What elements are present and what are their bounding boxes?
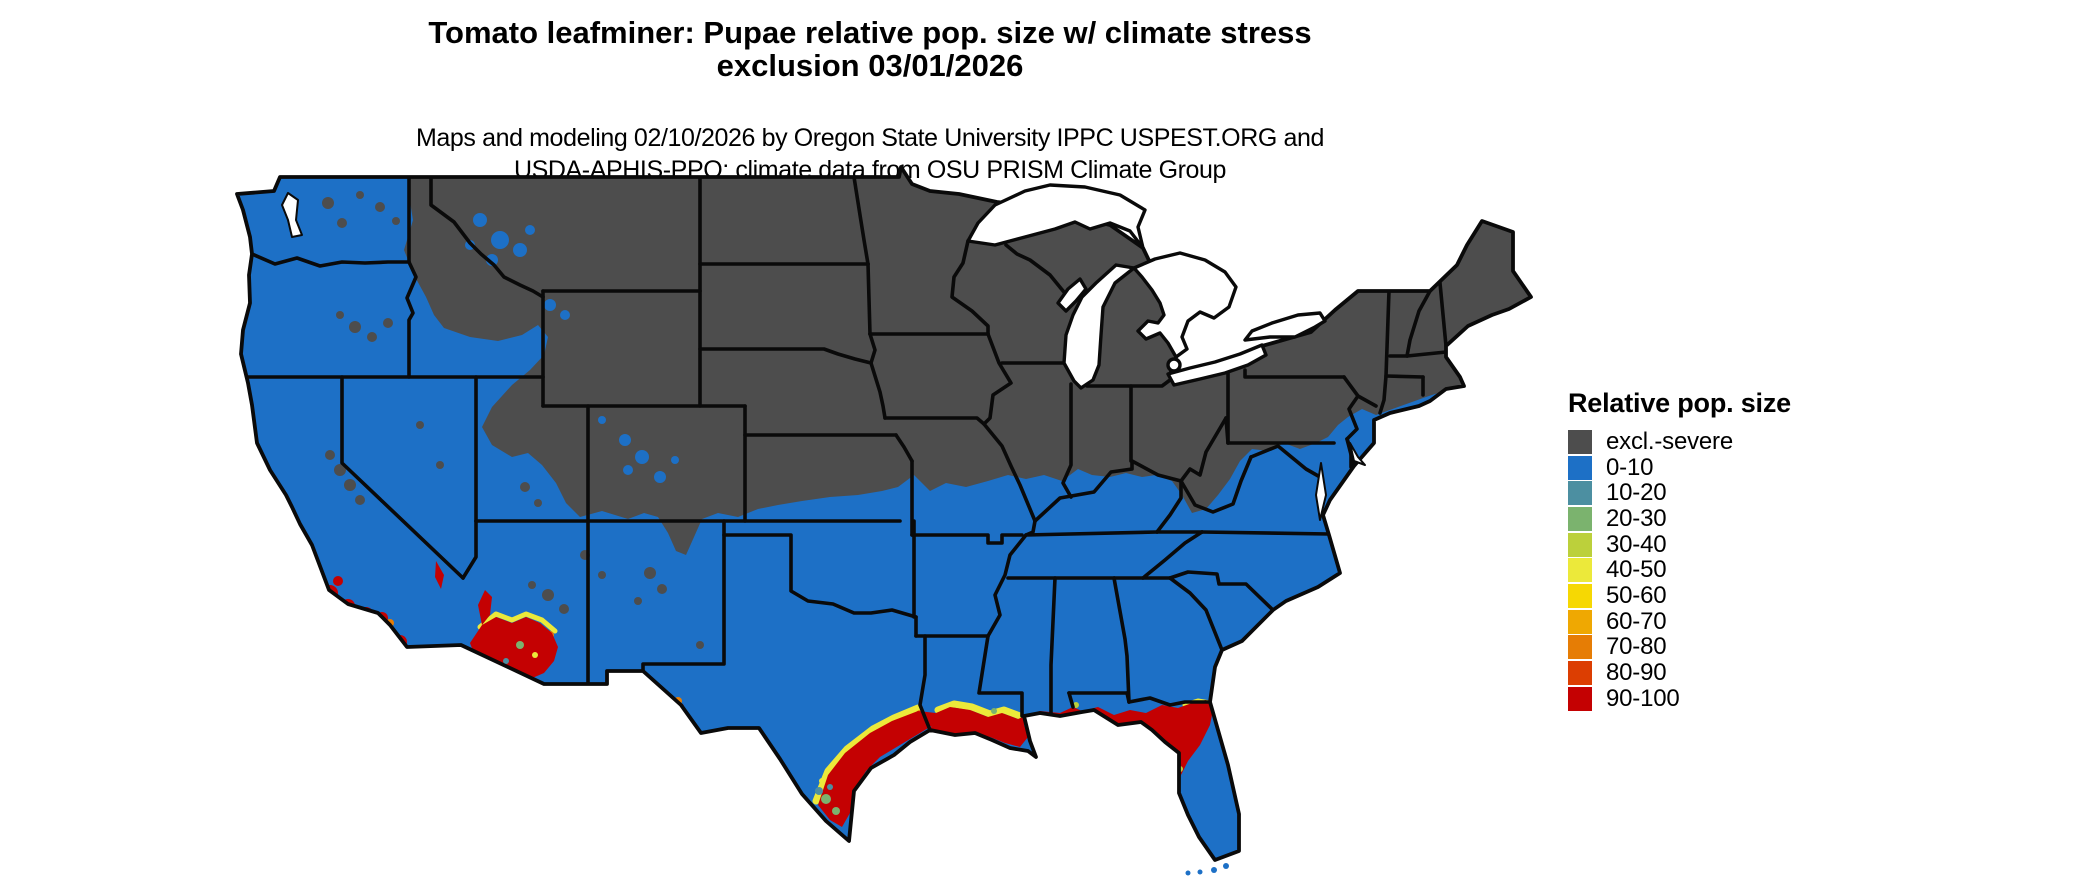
lake-michigan [1062,263,1136,390]
legend-label: 10-20 [1606,479,1667,507]
legend-item: 50-60 [1568,581,1868,609]
legend-item: 40-50 [1568,556,1868,584]
title-line-2: exclusion 03/01/2026 [716,48,1024,83]
legend-item: 80-90 [1568,659,1868,687]
legend-label: excl.-severe [1606,427,1733,455]
us-map-svg [235,165,1533,876]
legend-label: 20-30 [1606,504,1667,532]
legend-item: 70-80 [1568,633,1868,661]
legend-item: 0-10 [1568,453,1868,481]
lake-ontario [1243,311,1327,342]
legend-label: 30-40 [1606,530,1667,558]
legend-item: 60-70 [1568,607,1868,635]
state-boundaries [242,175,1448,732]
green-bay [1056,277,1088,313]
legend-swatch [1568,558,1592,583]
legend-item: 10-20 [1568,479,1868,507]
legend-swatch [1568,635,1592,660]
mountain-exclusion-speckles [322,191,704,649]
hotspot-texas-gulf [818,711,936,827]
legend-label: 70-80 [1606,633,1667,661]
legend-label: 80-90 [1606,659,1667,687]
legend-swatch [1568,661,1592,686]
legend: Relative pop. size excl.-severe 0-10 10-20… [1568,388,1868,712]
delaware-bay [1349,442,1366,466]
legend-swatch [1568,686,1592,711]
lake-erie [1166,343,1268,387]
legend-item: 20-30 [1568,504,1868,532]
map-subtitle: Maps and modeling 02/10/2026 by Oregon S… [0,122,1740,186]
legend-swatch [1568,481,1592,506]
legend-rows: excl.-severe 0-10 10-20 20-30 30-40 40-50 50-6… [1568,427,1868,712]
legend-label: 60-70 [1606,607,1667,635]
legend-swatch [1568,506,1592,531]
legend-swatch [1568,429,1592,454]
lake-superior [966,183,1147,250]
hotspot-nevada-streak [435,561,444,589]
us-map [230,165,1540,880]
lake-st-clair [1166,357,1182,373]
florida-keys [1185,863,1229,876]
legend-label: 40-50 [1606,556,1667,584]
map-title: Tomato leafminer: Pupae relative pop. si… [0,16,1740,82]
legend-label: 0-10 [1606,453,1654,481]
legend-swatch [1568,583,1592,608]
puget-sound [281,192,303,238]
title-line-1: Tomato leafminer: Pupae relative pop. si… [428,15,1312,50]
legend-label: 50-60 [1606,581,1667,609]
legend-title: Relative pop. size [1568,388,1791,418]
lake-huron [1132,251,1238,359]
legend-swatch [1568,455,1592,480]
legend-swatch [1568,532,1592,557]
hotspot-louisiana [930,707,1028,747]
legend-swatch [1568,609,1592,634]
legend-item: 90-100 [1568,684,1868,712]
legend-item: excl.-severe [1568,427,1868,455]
hotspot-colorado-river [478,590,492,625]
subtitle-line-1: Maps and modeling 02/10/2026 by Oregon S… [416,124,1324,152]
legend-label: 90-100 [1606,684,1680,712]
legend-item: 30-40 [1568,530,1868,558]
chesapeake-bay [1315,462,1327,521]
